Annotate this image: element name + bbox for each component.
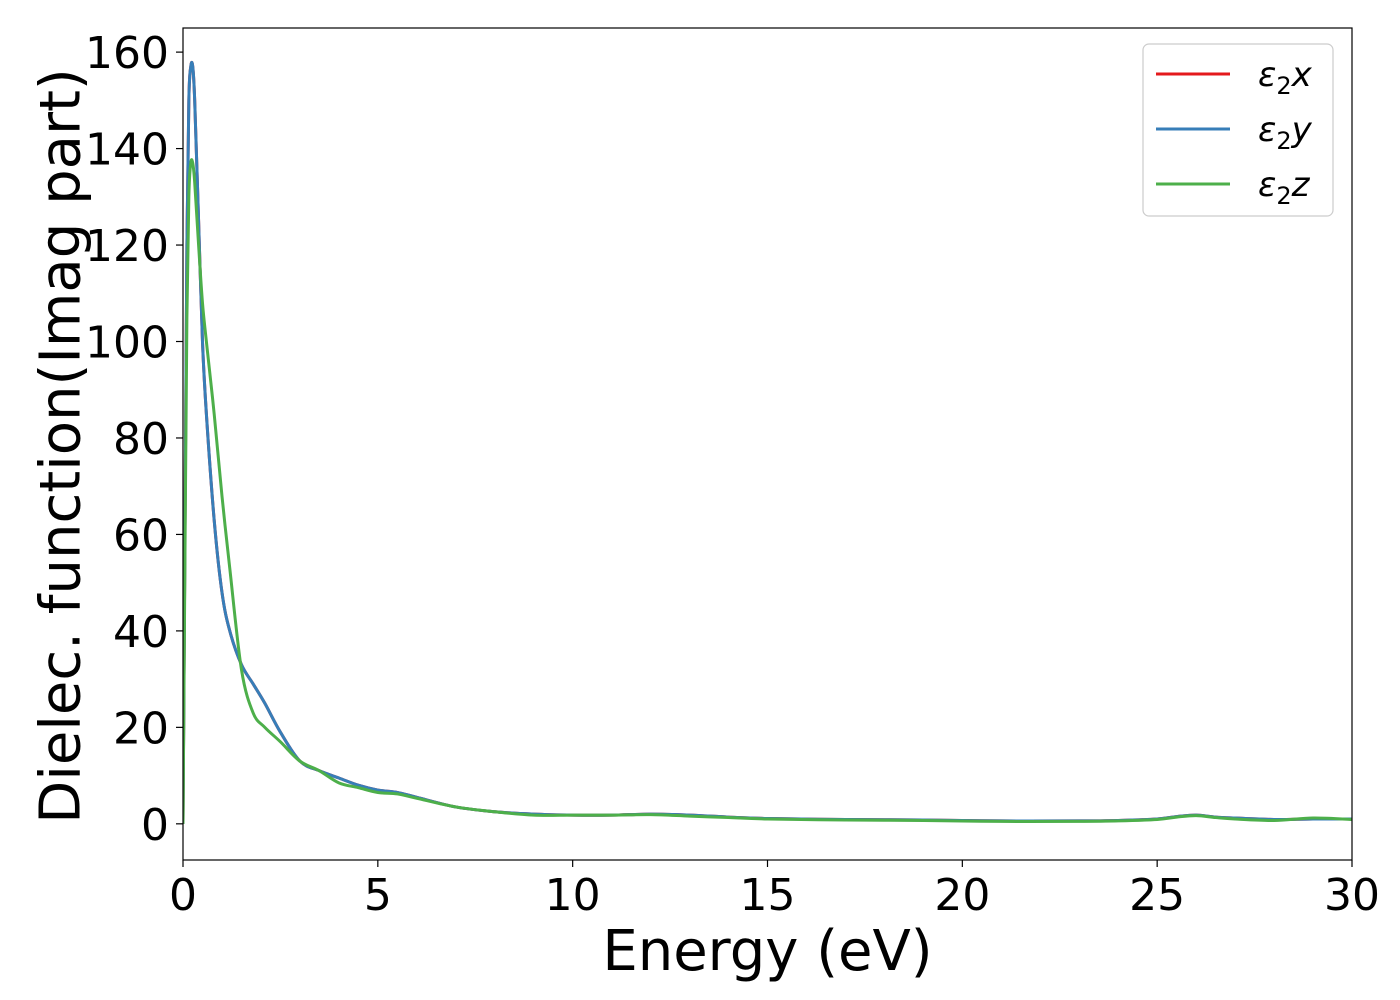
y-tick-label: 60	[113, 510, 169, 561]
y-tick-label: 20	[113, 703, 169, 754]
x-axis-label: Energy (eV)	[602, 919, 932, 984]
x-tick-label: 15	[740, 870, 796, 921]
y-tick-label: 0	[141, 800, 169, 851]
legend-label-x: ε2x	[1258, 55, 1313, 100]
x-tick-label: 20	[934, 870, 990, 921]
y-tick-label: 40	[113, 607, 169, 658]
series-layer	[183, 60, 1352, 824]
y-axis-ticks: 0 20 40 60 80 100 120 140 160	[85, 28, 183, 851]
y-tick-label: 120	[85, 221, 169, 272]
legend-label-y: ε2y	[1258, 110, 1313, 155]
legend-label-z: ε2z	[1258, 165, 1311, 210]
legend-box	[1142, 43, 1334, 217]
x-tick-label: 5	[364, 870, 392, 921]
y-tick-label: 160	[85, 28, 169, 79]
x-tick-label: 30	[1324, 870, 1380, 921]
x-tick-label: 10	[545, 870, 601, 921]
x-tick-label: 0	[169, 870, 197, 921]
x-axis-ticks: 0 5 10 15 20 25 30	[169, 860, 1380, 921]
legend: ε2x ε2y ε2z	[1142, 43, 1334, 217]
y-tick-label: 100	[85, 318, 169, 369]
x-tick-label: 25	[1129, 870, 1185, 921]
y-axis-label: Dielec. function(Imag part)	[29, 68, 94, 824]
y-tick-label: 140	[85, 125, 169, 176]
y-tick-label: 80	[113, 414, 169, 465]
series-line-z	[183, 158, 1352, 824]
